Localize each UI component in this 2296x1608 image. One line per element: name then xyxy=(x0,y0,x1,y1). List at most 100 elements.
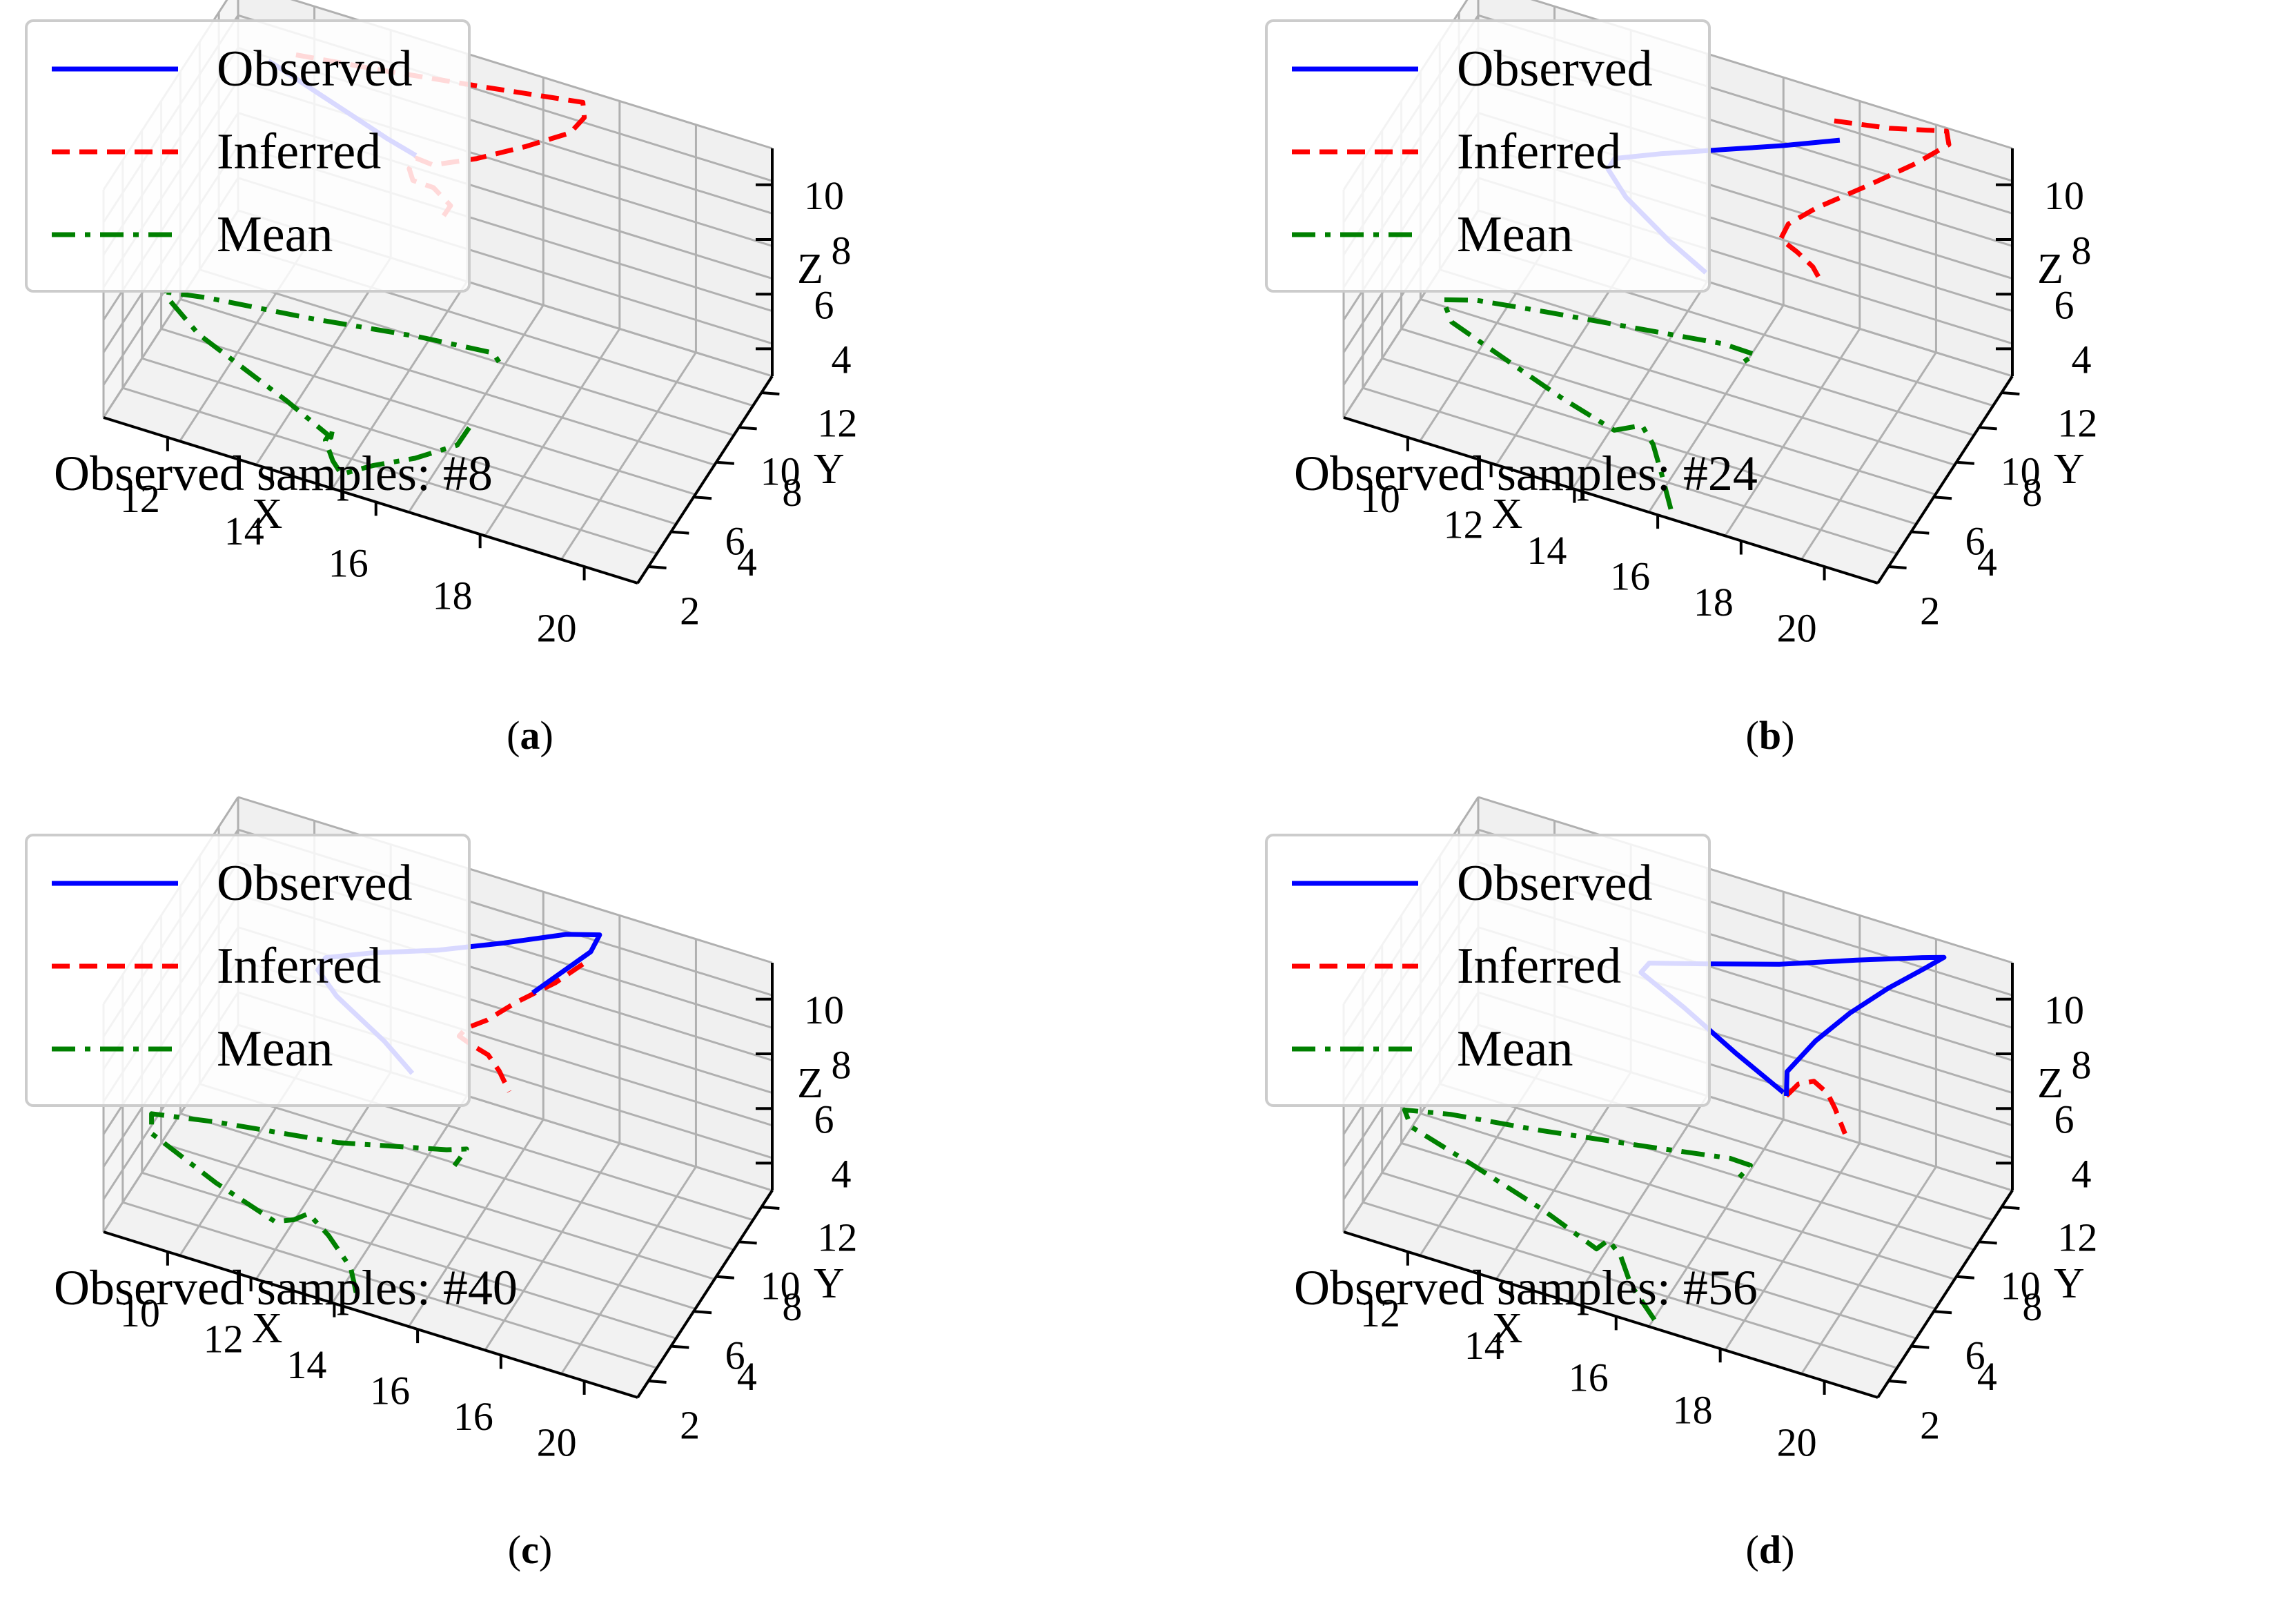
legend-label-mean: Mean xyxy=(1457,206,1573,263)
z-tick-label: 4 xyxy=(2072,1152,2092,1197)
axes xyxy=(103,148,774,585)
y-tick-label: 8 xyxy=(782,1284,802,1329)
z-axis-title: Z xyxy=(2037,246,2063,293)
grid-line-floor-x xyxy=(331,281,468,489)
grid-line-floor-y xyxy=(161,327,696,496)
grid-line-floor-y xyxy=(1439,1083,1974,1251)
x-tick-label: 20 xyxy=(1777,605,1817,650)
y-axis-line xyxy=(1876,375,2014,585)
x-axis-title: X xyxy=(1492,491,1523,538)
legend-label-mean: Mean xyxy=(217,1021,333,1077)
subplot-caption: (b) xyxy=(1746,713,1795,758)
y-tick-tick xyxy=(671,530,689,535)
series-mean-line xyxy=(1440,297,1757,510)
z-tick-label: 6 xyxy=(814,1097,834,1142)
y-tick-tick xyxy=(738,1240,757,1245)
z-tick-label: 4 xyxy=(2072,337,2092,382)
y-tick-label: 10 xyxy=(761,449,801,494)
floor-pane xyxy=(1344,1025,2012,1398)
observed-samples-annotation: Observed samples: #56 xyxy=(1294,1260,1758,1315)
x-axis-title: X xyxy=(1492,1305,1523,1352)
y-axis-line xyxy=(1876,1189,2014,1399)
y-tick-label: 6 xyxy=(1965,1333,1985,1378)
z-tick-label: 10 xyxy=(804,173,844,218)
y-tick-label: 12 xyxy=(817,1215,857,1259)
y-tick-tick xyxy=(738,426,757,431)
grid-line-floor-x xyxy=(1801,351,1937,560)
grid-line-back-z xyxy=(290,0,773,150)
z-axis-title: Z xyxy=(2037,1060,2063,1107)
x-axis-line xyxy=(103,416,638,585)
series-mean-line xyxy=(1402,1107,1753,1322)
y-tick-label: 10 xyxy=(761,1264,801,1308)
grid-line-floor-x xyxy=(331,1095,468,1304)
grid-line-floor-x xyxy=(408,1119,544,1327)
subplot-caption: (d) xyxy=(1746,1527,1795,1572)
y-tick-label: 4 xyxy=(737,540,757,585)
caption-open: ( xyxy=(1746,713,1759,758)
y-tick-tick xyxy=(1933,1310,1952,1315)
grid-line-floor-x xyxy=(1724,1142,1861,1351)
z-tick-label: 10 xyxy=(804,988,844,1032)
y-tick-label: 6 xyxy=(725,519,745,564)
grid-line-floor-x xyxy=(1724,328,1861,537)
y-axis-line xyxy=(636,1189,774,1399)
legend: Observed Inferred Mean xyxy=(25,834,471,1107)
axes xyxy=(1343,148,2014,585)
y-tick-label: 12 xyxy=(817,400,857,445)
grid-line-floor-x xyxy=(484,1142,621,1351)
legend: Observed Inferred Mean xyxy=(25,19,471,293)
grid-line-floor-y xyxy=(1382,1171,1917,1340)
z-tick-label: 8 xyxy=(2072,228,2092,273)
caption-letter: c xyxy=(521,1527,539,1572)
grid-line-floor-x xyxy=(1571,281,1708,489)
x-tick-label: 16 xyxy=(453,1394,493,1439)
caption-open: ( xyxy=(1746,1527,1759,1572)
z-tick-label: 8 xyxy=(832,1042,852,1087)
legend-label-observed: Observed xyxy=(217,41,413,97)
y-tick-tick xyxy=(648,565,667,569)
y-tick-label: 4 xyxy=(1977,1354,1997,1399)
series-inferred-line xyxy=(1785,1079,1847,1135)
y-tick-label: 10 xyxy=(2001,449,2041,494)
grid-line-floor-y xyxy=(179,298,715,467)
grid-line-floor-x xyxy=(560,1166,697,1375)
x-tick-label: 14 xyxy=(224,509,264,553)
grid-line-floor-y xyxy=(141,1171,677,1340)
z-tick-label: 6 xyxy=(2054,1097,2074,1142)
y-tick-tick xyxy=(716,460,735,465)
x-tick-label: 16 xyxy=(1610,553,1650,598)
y-axis-title: Y xyxy=(2054,1260,2085,1307)
grid-line-floor-y xyxy=(1420,1112,1955,1281)
series-inferred-line xyxy=(1778,118,1952,280)
z-tick-label: 10 xyxy=(2044,988,2084,1032)
legend-label-observed: Observed xyxy=(1457,855,1653,912)
grid-line-back-z xyxy=(1530,0,2013,150)
axes xyxy=(103,963,774,1399)
y-tick-label: 8 xyxy=(2022,470,2042,515)
legend-box xyxy=(1265,19,1711,293)
x-axis-line xyxy=(103,1230,638,1399)
legend-label-inferred: Inferred xyxy=(1457,938,1621,994)
observed-samples-annotation: Observed samples: #8 xyxy=(54,446,493,501)
floor-pane xyxy=(104,210,772,583)
x-tick-label: 18 xyxy=(433,573,473,618)
x-tick-label: 12 xyxy=(120,476,160,521)
y-tick-tick xyxy=(693,1310,712,1315)
y-tick-tick xyxy=(648,1380,667,1384)
x-tick-label: 18 xyxy=(1673,1388,1713,1433)
x-axis-line xyxy=(1343,1230,1878,1399)
grid-line-floor-y xyxy=(161,1141,696,1310)
y-tick-tick xyxy=(761,1206,780,1210)
subplot-d: 12 14 16 18 20 2 4 6 8 10 12 4 6 8 10 X Y Z Observed sampl… xyxy=(1240,796,2296,1608)
z-tick-label: 8 xyxy=(832,228,852,273)
y-tick-tick xyxy=(1933,496,1952,500)
x-tick-label: 20 xyxy=(537,1420,577,1464)
grid-line-floor-x xyxy=(1648,304,1785,513)
y-tick-label: 4 xyxy=(1977,540,1997,585)
legend-label-observed: Observed xyxy=(217,855,413,912)
